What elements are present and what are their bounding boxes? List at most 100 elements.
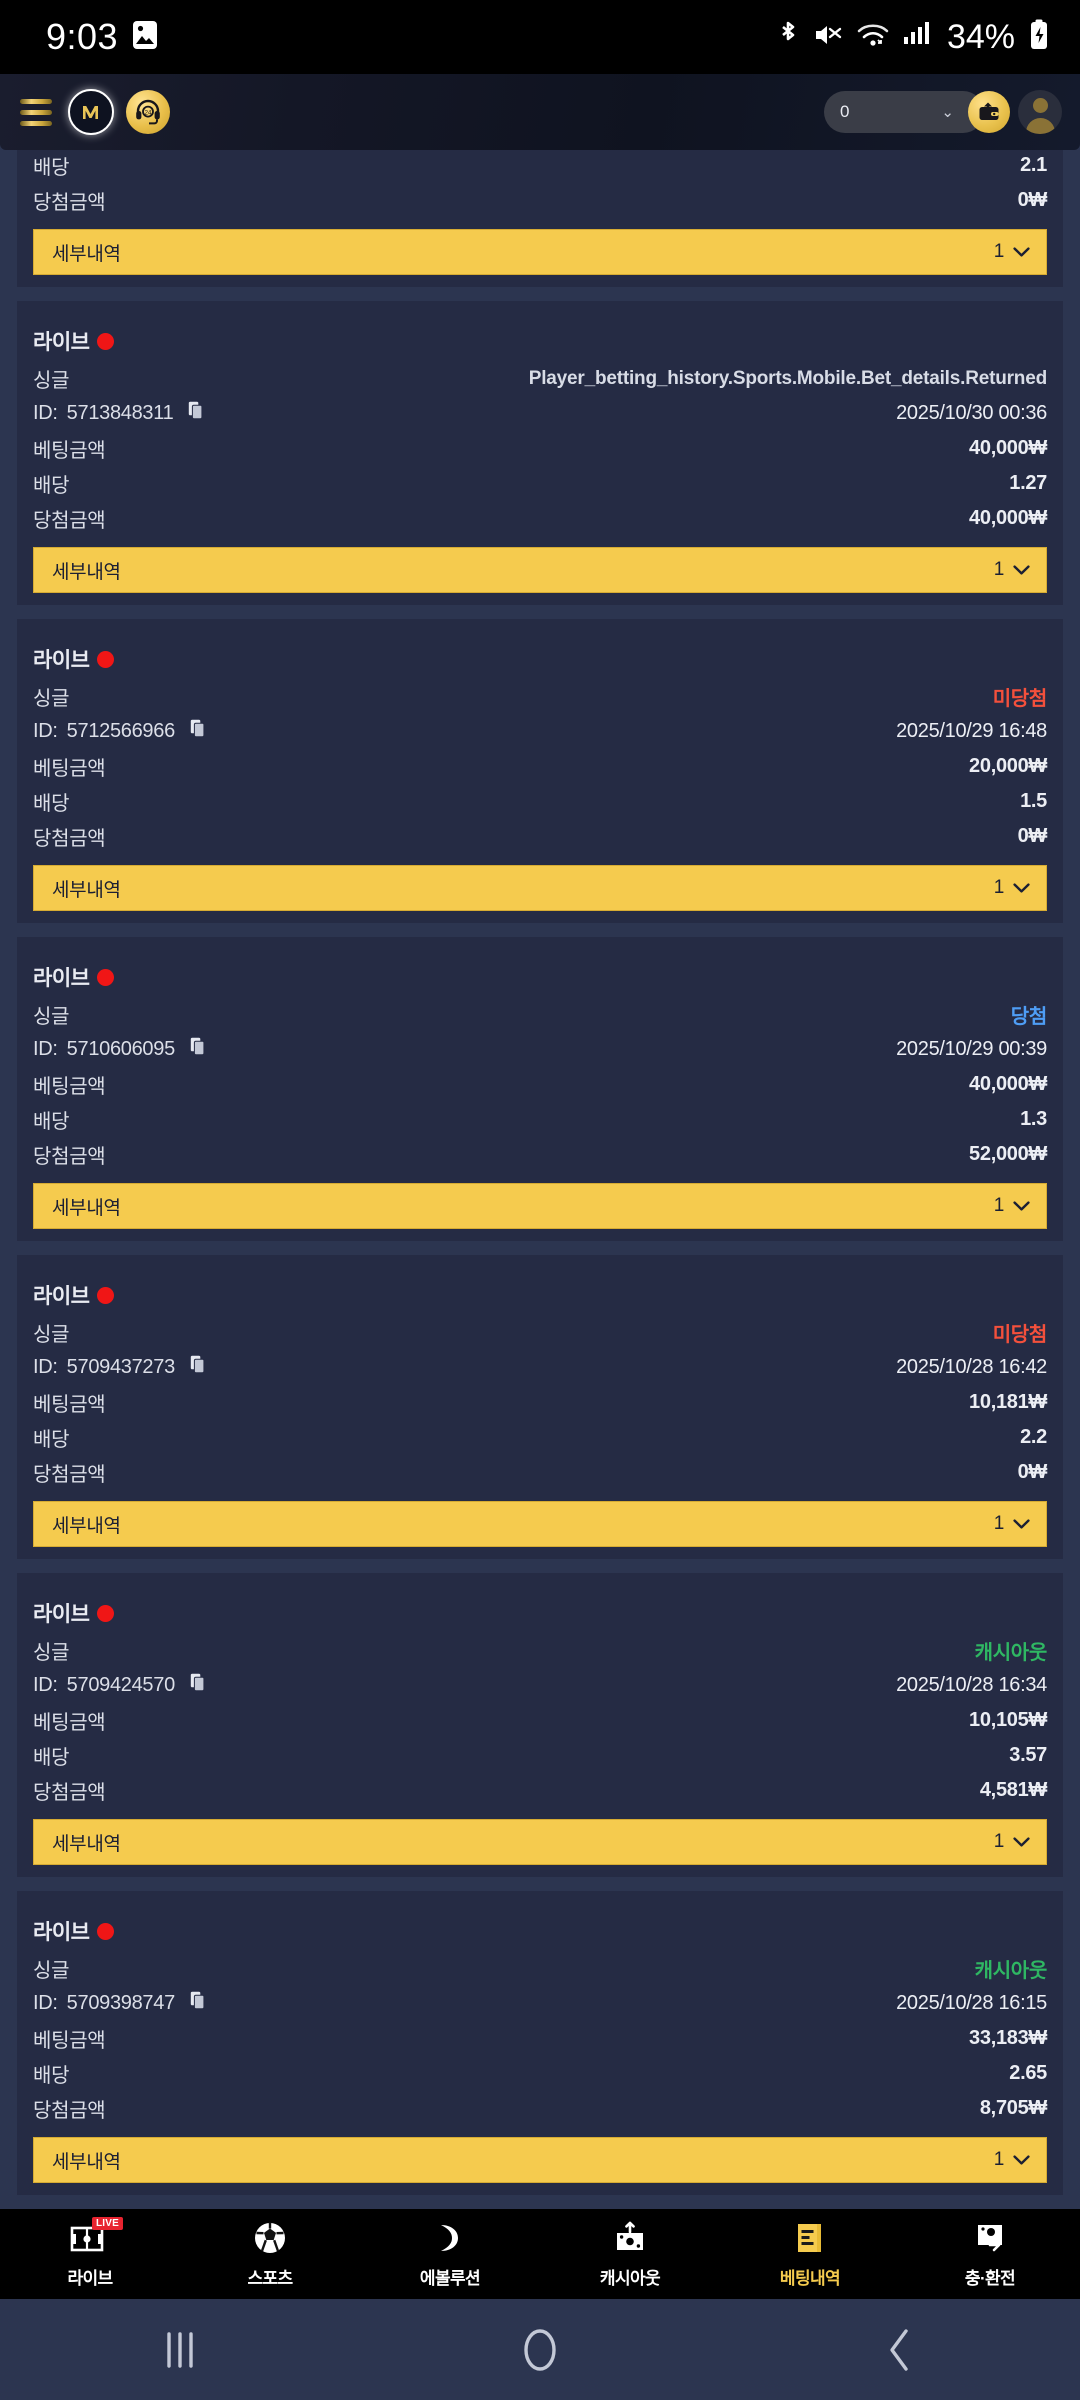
- bet-row-odds: 배당 1.27: [33, 466, 1047, 501]
- bet-type-label: 싱글: [33, 1642, 70, 1664]
- nav-item-evolution[interactable]: 에볼루션: [360, 2219, 540, 2289]
- bet-row-odds: 배당 3.57: [33, 1738, 1047, 1773]
- betting-history-icon: [795, 2219, 825, 2257]
- bet-amount-label: 베팅금액: [33, 1394, 106, 1416]
- chevron-down-icon[interactable]: ⌄: [941, 104, 954, 121]
- odds-value: 1.27: [1009, 472, 1047, 494]
- details-count: 1: [993, 1513, 1005, 1534]
- copy-icon[interactable]: [190, 1991, 205, 2016]
- live-label: 라이브: [33, 1285, 90, 1308]
- live-label: 라이브: [33, 649, 90, 672]
- nav-item-cashout[interactable]: 캐시아웃: [540, 2219, 720, 2289]
- balance-selector[interactable]: 0 ⌄: [824, 91, 1010, 133]
- details-toggle[interactable]: 세부내역 1: [33, 2137, 1047, 2183]
- bet-card[interactable]: 라이브 싱글 캐시아웃 ID: 5709398747 2025/10/28 16…: [17, 1891, 1063, 2195]
- battery-percent-label: 34%: [946, 17, 1015, 56]
- win-amount-value: 0₩: [1017, 825, 1048, 847]
- details-label: 세부내역: [52, 1833, 121, 1855]
- live-label: 라이브: [33, 1921, 90, 1944]
- bet-amount-value: 33,183₩: [969, 2027, 1047, 2049]
- bet-id-value: 5713848311: [66, 402, 174, 424]
- bet-amount-label: 베팅금액: [33, 1712, 106, 1734]
- image-icon: [132, 20, 158, 55]
- bet-card[interactable]: 라이브 싱글 당첨 ID: 5710606095 2025/10/29 00:3…: [17, 937, 1063, 1241]
- live-dot-icon: [97, 1922, 115, 1940]
- customer-service-icon[interactable]: 24: [126, 90, 170, 134]
- bet-row-type: 싱글 미당첨: [33, 679, 1047, 714]
- nav-item-betting-history[interactable]: 베팅내역: [720, 2219, 900, 2289]
- bet-row-win-amount: 당첨금액 52,000₩: [33, 1137, 1047, 1172]
- battery-charging-icon: [1028, 18, 1050, 57]
- details-toggle[interactable]: 세부내역 1: [33, 1501, 1047, 1547]
- bet-row-bet-amount: 베팅금액 40,000₩: [33, 1067, 1047, 1102]
- details-toggle[interactable]: 세부내역 1: [33, 229, 1047, 275]
- bet-card[interactable]: 라이브 싱글 미당첨 ID: 5709437273 2025/10/28 16:…: [17, 1255, 1063, 1559]
- live-tag: 라이브: [33, 962, 1047, 992]
- nav-label-betting-history: 베팅내역: [779, 2269, 841, 2288]
- bet-card[interactable]: 라이브 싱글 캐시아웃 ID: 5709424570 2025/10/28 16…: [17, 1573, 1063, 1877]
- betting-history-list[interactable]: 배당 2.1 당첨금액 0₩ 세부내역 1 라이브 싱글 Player_bett…: [0, 150, 1080, 2209]
- copy-icon[interactable]: [190, 1037, 205, 1062]
- odds-value: 2.2: [1020, 1426, 1047, 1448]
- details-count-group[interactable]: 1: [994, 1831, 1030, 1853]
- evolution-icon: [435, 2219, 465, 2257]
- details-toggle[interactable]: 세부내역 1: [33, 1819, 1047, 1865]
- soccer-ball-icon: [253, 2219, 287, 2257]
- bet-id-prefix: ID:: [33, 720, 58, 742]
- bet-type-label: 싱글: [33, 1006, 70, 1028]
- live-dot-icon: [97, 1604, 115, 1622]
- details-toggle[interactable]: 세부내역 1: [33, 865, 1047, 911]
- balance-box[interactable]: 0 ⌄: [824, 91, 984, 133]
- bet-row-type: 싱글 캐시아웃: [33, 1951, 1047, 1986]
- details-count-group[interactable]: 1: [994, 1195, 1030, 1217]
- status-badge: 캐시아웃: [974, 1642, 1048, 1664]
- odds-label: 배당: [33, 475, 70, 497]
- bet-id-value: 5709424570: [66, 1674, 176, 1696]
- details-count-group[interactable]: 1: [994, 241, 1030, 263]
- details-label: 세부내역: [52, 1197, 121, 1219]
- details-count-group[interactable]: 1: [994, 877, 1030, 899]
- bet-row-bet-amount: 베팅금액 33,183₩: [33, 2021, 1047, 2056]
- copy-icon[interactable]: [190, 719, 205, 744]
- bet-row-bet-amount: 베팅금액 20,000₩: [33, 749, 1047, 784]
- copy-icon[interactable]: [190, 1355, 205, 1380]
- copy-icon[interactable]: [188, 401, 203, 426]
- live-label: 라이브: [33, 967, 90, 990]
- odds-label: 배당: [33, 1429, 70, 1451]
- details-toggle[interactable]: 세부내역 1: [33, 547, 1047, 593]
- bet-id-value: 5710606095: [66, 1038, 176, 1060]
- details-count: 1: [993, 877, 1005, 898]
- bet-id-prefix: ID:: [33, 402, 58, 424]
- app-header: 24 0 ⌄: [0, 74, 1080, 150]
- odds-value: 1.3: [1020, 1108, 1047, 1130]
- bet-row-win-amount: 당첨금액 40,000₩: [33, 501, 1047, 536]
- brand-logo-icon[interactable]: [68, 89, 114, 135]
- bluetooth-icon: [776, 19, 800, 56]
- hamburger-icon[interactable]: [16, 95, 56, 129]
- chevron-down-icon: [1013, 1200, 1030, 1211]
- bet-row-bet-amount: 베팅금액 40,000₩: [33, 431, 1047, 466]
- details-count-group[interactable]: 1: [994, 1513, 1030, 1535]
- details-count-group[interactable]: 1: [994, 559, 1030, 581]
- bet-row-id: ID: 5709424570 2025/10/28 16:34: [33, 1668, 1047, 1703]
- odds-value: 2.65: [1009, 2062, 1047, 2084]
- nav-item-live[interactable]: LIVE 라이브: [0, 2217, 180, 2289]
- copy-icon[interactable]: [190, 1673, 205, 1698]
- bet-id-group: ID: 5712566966: [33, 719, 205, 744]
- home-icon[interactable]: [480, 2324, 600, 2376]
- android-system-nav: [0, 2299, 1080, 2400]
- bet-amount-value: 40,000₩: [969, 1073, 1047, 1095]
- nav-item-sports[interactable]: 스포츠: [180, 2219, 360, 2289]
- live-dot-icon: [97, 1286, 115, 1304]
- back-icon[interactable]: [840, 2325, 960, 2375]
- bet-card[interactable]: 라이브 싱글 Player_betting_history.Sports.Mob…: [17, 301, 1063, 605]
- details-count-group[interactable]: 1: [994, 2149, 1030, 2171]
- recents-icon[interactable]: [120, 2326, 240, 2374]
- user-avatar-icon[interactable]: [1018, 90, 1062, 134]
- wallet-icon[interactable]: [968, 91, 1010, 133]
- nav-item-deposit-withdraw[interactable]: 충·환전: [900, 2219, 1080, 2289]
- bet-card[interactable]: 배당 2.1 당첨금액 0₩ 세부내역 1: [17, 150, 1063, 287]
- details-toggle[interactable]: 세부내역 1: [33, 1183, 1047, 1229]
- live-dot-icon: [97, 968, 115, 986]
- bet-card[interactable]: 라이브 싱글 미당첨 ID: 5712566966 2025/10/29 16:…: [17, 619, 1063, 923]
